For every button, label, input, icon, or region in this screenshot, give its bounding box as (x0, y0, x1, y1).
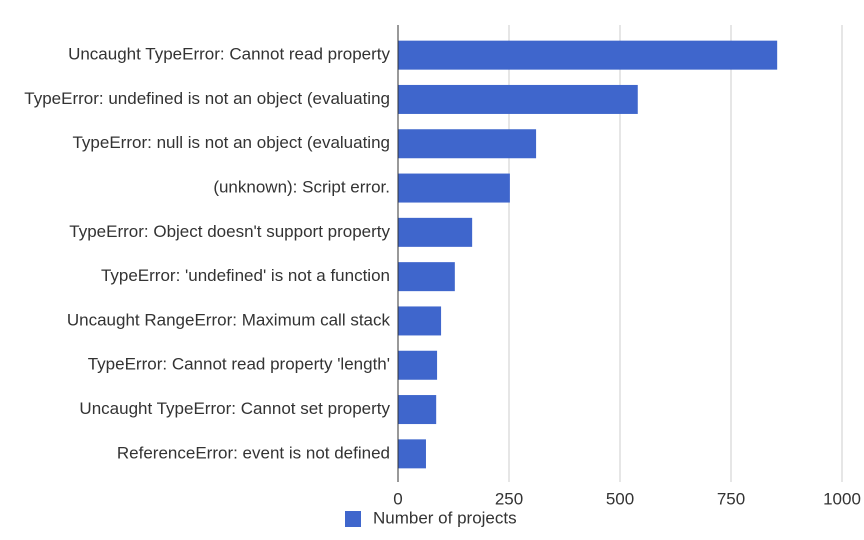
y-tick-label: Uncaught TypeError: Cannot set property (79, 399, 390, 418)
bar (398, 395, 437, 425)
x-tick-label: 750 (717, 489, 745, 508)
y-tick-label: TypeError: Cannot read property 'length' (88, 355, 390, 374)
bar (398, 439, 426, 469)
bar (398, 173, 510, 203)
y-tick-label: ReferenceError: event is not defined (117, 443, 390, 462)
bar (398, 84, 638, 114)
bar (398, 129, 537, 159)
y-tick-label: TypeError: undefined is not an object (e… (24, 89, 390, 108)
y-tick-label: TypeError: null is not an object (evalua… (72, 133, 390, 152)
x-tick-label: 250 (495, 489, 523, 508)
y-tick-label: TypeError: Object doesn't support proper… (69, 222, 390, 241)
y-tick-label: Uncaught TypeError: Cannot read property (68, 45, 390, 64)
bar (398, 40, 778, 70)
y-tick-label: TypeError: 'undefined' is not a function (101, 266, 390, 285)
bar (398, 262, 455, 292)
bar (398, 306, 442, 336)
bar (398, 217, 473, 247)
x-tick-label: 500 (606, 489, 634, 508)
y-tick-label: (unknown): Script error. (213, 178, 390, 197)
legend-label: Number of projects (373, 508, 517, 527)
y-tick-label: Uncaught RangeError: Maximum call stack (67, 310, 391, 329)
x-tick-label: 0 (393, 489, 402, 508)
legend-swatch (345, 511, 361, 527)
x-tick-label: 1000 (823, 489, 861, 508)
bar (398, 350, 438, 380)
